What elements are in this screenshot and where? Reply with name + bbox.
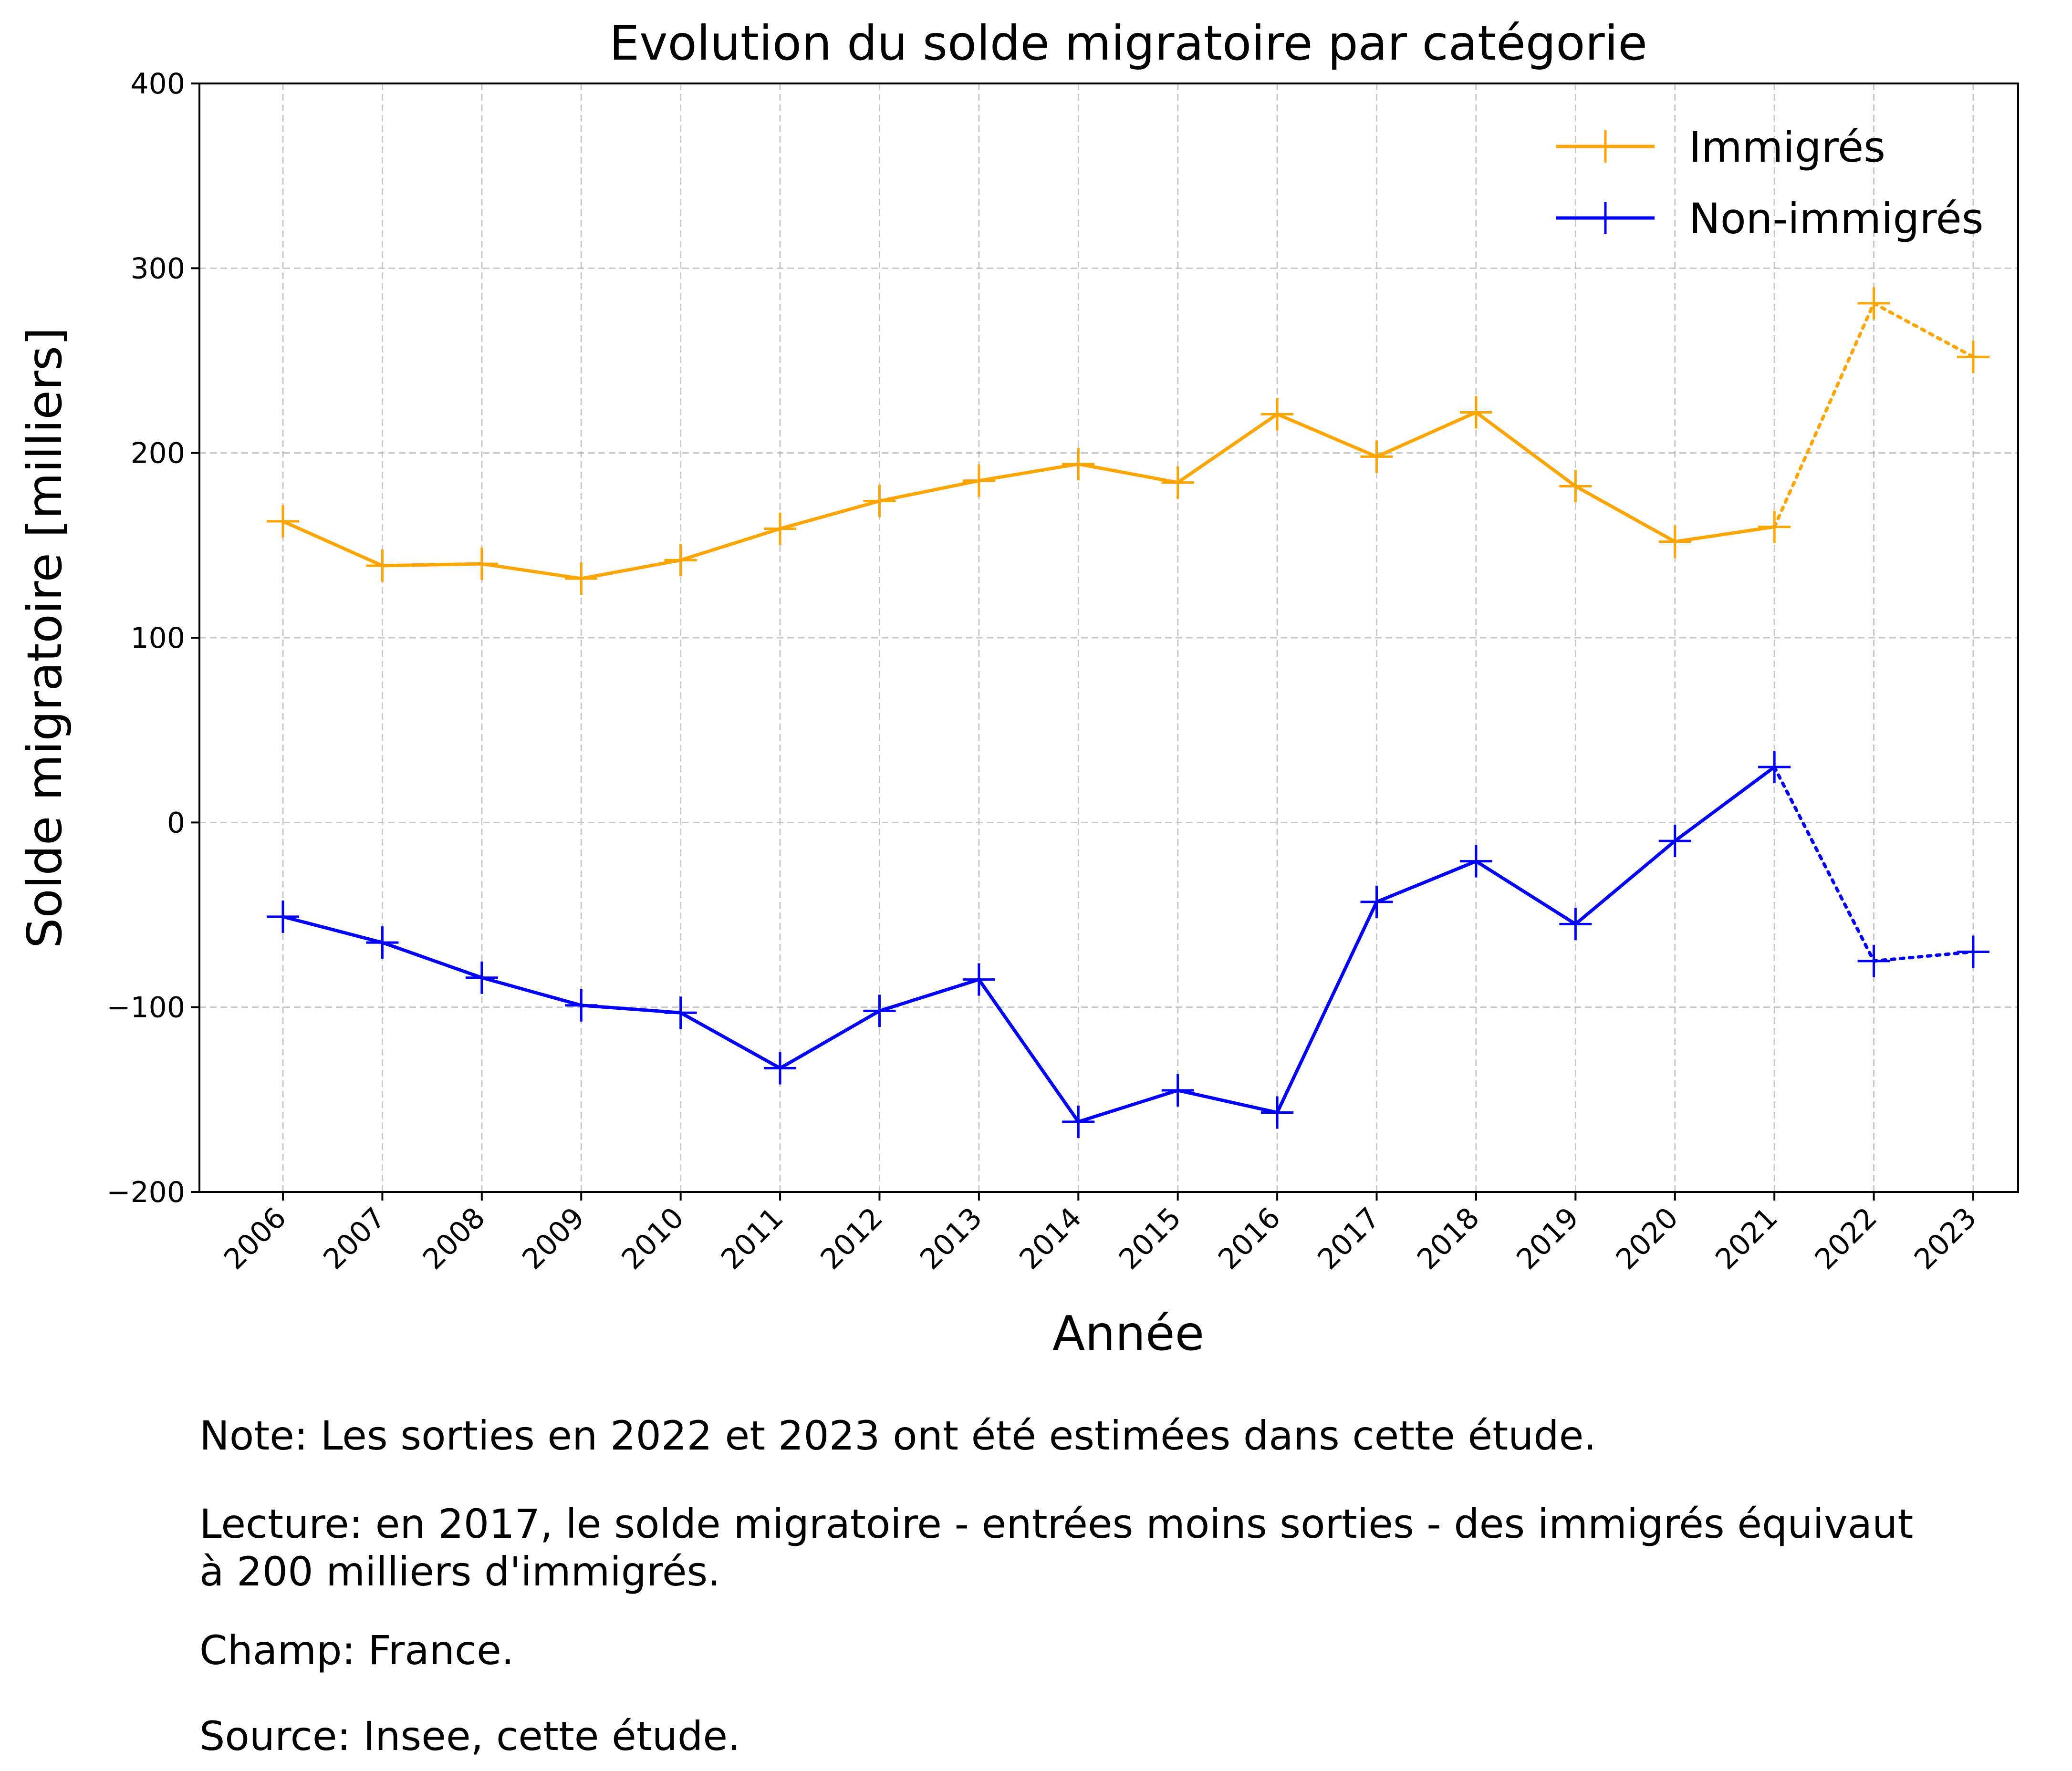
legend-item: Immigrés [1556,123,1885,172]
y-tick-label: 0 [167,806,185,839]
x-tick-label: 2023 [1908,1201,1983,1276]
y-tick-label: −200 [106,1176,185,1209]
data-point [1658,525,1691,558]
x-tick-label: 2015 [1113,1201,1187,1276]
legend-item: Non-immigrés [1556,194,1984,243]
data-point [267,900,299,933]
data-point [664,996,697,1029]
data-point [1261,1096,1294,1129]
x-tick-label: 2022 [1809,1201,1884,1276]
data-point [764,1052,797,1085]
data-point [1857,944,1890,977]
y-tick-label: 400 [130,67,185,101]
data-point [565,562,598,595]
data-point [1559,908,1592,941]
data-point [863,994,896,1027]
data-point [1360,440,1393,473]
data-point [1062,447,1095,480]
x-tick-label: 2012 [814,1201,889,1276]
data-point [1957,341,1989,373]
legend: Immigrés Non-immigrés [1556,123,1984,243]
legend-label: Immigrés [1689,123,1885,172]
data-point [1261,398,1294,431]
series-immigres [267,287,1989,595]
data-point [465,548,498,580]
data-point [1658,825,1691,858]
x-tick-label: 2013 [914,1201,989,1276]
source-text: Source: Insee, cette étude. [199,1713,740,1760]
data-point [1161,1074,1194,1107]
data-point [1459,396,1492,429]
data-point [565,989,598,1022]
y-tick-label: 200 [130,437,185,470]
data-point [1758,510,1791,543]
x-axis-label: Année [1052,1305,1204,1361]
data-point [1559,470,1592,503]
x-tick-label: 2008 [416,1201,491,1276]
y-tick-label: 100 [130,621,185,655]
data-point [465,961,498,994]
data-point [962,963,995,996]
x-tick-label: 2017 [1312,1201,1386,1276]
champ-text: Champ: France. [199,1627,514,1674]
data-point [962,464,995,497]
series-line [282,766,1776,1124]
x-tick-label: 2021 [1709,1201,1784,1276]
x-tick-label: 2020 [1610,1201,1685,1276]
y-tick-label: 300 [130,252,185,285]
series-layer [267,287,1989,1138]
chart-title: Evolution du solde migratoire par catégo… [609,15,1647,71]
x-tick-label: 2007 [317,1201,392,1276]
x-tick-label: 2019 [1510,1201,1585,1276]
y-tick-label: −100 [106,991,185,1025]
data-point [1360,885,1393,918]
x-tick-label: 2010 [615,1201,690,1276]
data-point [1857,287,1890,320]
series-line [282,410,1775,580]
legend-label: Non-immigrés [1689,194,1984,243]
x-tick-label: 2016 [1212,1201,1287,1276]
data-point [1161,466,1194,499]
data-point [1758,751,1791,784]
data-point [1459,845,1492,878]
data-point [863,485,896,518]
x-axis: 2006 2007 2008 2009 2010 2011 2012 2013 2014 2015… [218,1192,1983,1276]
data-point [764,512,797,545]
data-point [1957,935,1989,968]
note-text: Note: Les sorties en 2022 et 2023 ont ét… [199,1412,1597,1459]
x-tick-label: 2014 [1013,1201,1088,1276]
x-tick-label: 2006 [218,1201,292,1276]
x-tick-label: 2009 [516,1201,591,1276]
data-point [366,549,399,582]
lecture-text: Lecture: en 2017, le solde migratoire - … [199,1501,1914,1595]
data-point [1062,1105,1095,1138]
data-point [267,505,299,538]
data-point [366,926,399,959]
grid [199,83,2018,1193]
y-axis: −200 −100 0 100 200 300 400 [106,67,199,1209]
x-tick-label: 2018 [1411,1201,1486,1276]
data-point [664,544,697,577]
x-tick-label: 2011 [715,1201,790,1276]
y-axis-label: Solde migratoire [milliers] [17,327,73,948]
series-non-immigres [267,751,1989,1138]
